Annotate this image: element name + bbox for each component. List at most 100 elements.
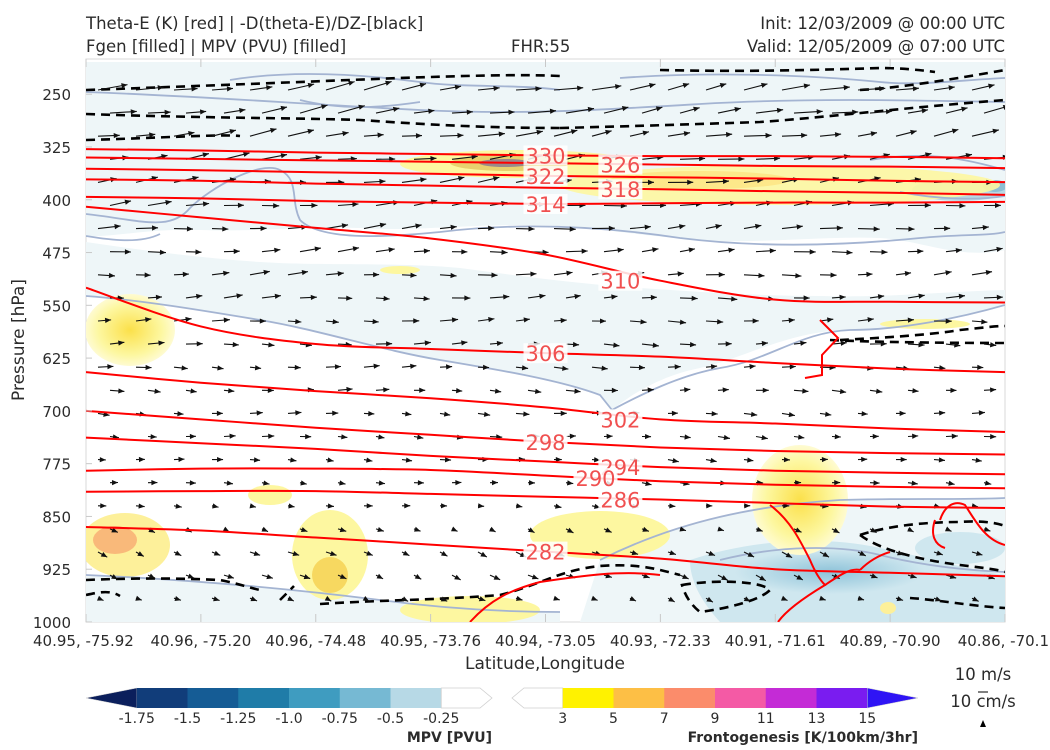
wind-vector-head — [803, 83, 811, 89]
wind-vector-head — [301, 269, 309, 276]
wind-vector-head — [581, 248, 588, 254]
wind-vector-head — [608, 225, 615, 231]
y-tick-label: 325 — [42, 139, 71, 157]
wind-vector-head — [795, 480, 802, 486]
wind-vector-head — [368, 411, 375, 417]
wind-vector-head — [652, 342, 659, 348]
wind-vector-head — [372, 318, 379, 325]
colorbar-swatch — [289, 688, 341, 708]
wind-vector-head — [725, 341, 732, 347]
wind-vector-head — [158, 340, 165, 346]
wind-vector-head — [819, 595, 826, 601]
wind-vector-head — [978, 410, 985, 416]
wind-vector-head — [217, 456, 224, 463]
wind-vector-head — [983, 526, 991, 532]
wind-vector-head — [260, 225, 267, 232]
wind-vector-head — [918, 293, 925, 299]
wind-vector-head — [185, 316, 192, 323]
wind-vector-head — [691, 295, 698, 301]
theta-e-surface-contours — [469, 319, 1005, 622]
wind-vector-head — [996, 246, 1003, 252]
wind-vector-head — [875, 388, 883, 394]
colorbar-tick-label: 5 — [609, 711, 618, 727]
wind-vector-head — [419, 82, 427, 88]
wind-vector-head — [150, 434, 157, 440]
forecast-hour: FHR:55 — [511, 37, 571, 56]
wind-vector-head — [300, 480, 307, 486]
wind-vector-head — [440, 596, 448, 602]
wind-vector-head — [684, 434, 691, 440]
wind-vector-head — [151, 480, 158, 486]
colorbar-swatch — [816, 688, 868, 708]
wind-vector-head — [684, 387, 691, 393]
wind-vector-head — [327, 503, 334, 509]
wind-vector-head — [679, 319, 687, 325]
wind-vector-head — [196, 341, 203, 347]
wind-vector-head — [195, 249, 202, 255]
theta-e-contour — [86, 371, 1005, 433]
wind-vector-head — [488, 316, 495, 323]
wind-vector-head — [809, 249, 816, 255]
wind-vector-head — [944, 225, 951, 232]
wind-vector-head — [852, 109, 859, 115]
wind-vector-head — [982, 224, 989, 231]
wind-vector-head — [669, 503, 676, 509]
wind-vector-head — [879, 86, 886, 92]
wind-vector-head — [424, 340, 431, 346]
wind-vector-head — [332, 319, 339, 325]
theta-e-label: 306 — [525, 342, 565, 366]
wind-vector-head — [451, 317, 459, 323]
wind-vector-head — [671, 410, 678, 416]
wind-vector-head — [591, 595, 598, 601]
title-line-2: Fgen [filled] | MPV (PVU) [filled] — [86, 37, 347, 56]
colorbar-swatch — [187, 688, 239, 708]
wind-vector-head — [785, 552, 793, 558]
wind-vector-head — [989, 387, 997, 393]
wind-vector-head — [254, 365, 262, 371]
wind-vector-head — [925, 152, 932, 158]
colorbar-tick-label: 15 — [858, 711, 876, 727]
wind-vector-head — [912, 86, 919, 92]
wind-vectors — [96, 80, 1005, 603]
wind-vector-head — [921, 108, 928, 114]
wind-vector-head — [339, 573, 347, 579]
wind-vector-head — [295, 318, 302, 325]
wind-vector-head — [249, 503, 256, 509]
wind-vector-head — [137, 551, 144, 557]
wind-vector-head — [752, 318, 759, 324]
wind-vector-head — [455, 480, 462, 486]
wind-vector-head — [721, 575, 728, 581]
wind-vector-head — [945, 318, 952, 324]
wind-vector-head — [688, 247, 695, 253]
wind-vector-head — [226, 86, 233, 92]
wind-vector-head — [677, 271, 684, 277]
wind-vector-head — [911, 480, 918, 486]
colorbar-swatch — [613, 688, 665, 708]
wind-vector-head — [717, 526, 724, 532]
colorbar-swatch — [867, 687, 919, 709]
wind-vector-head — [155, 294, 162, 300]
wind-vector-head — [683, 131, 691, 137]
theta-e-label-bg — [598, 409, 643, 430]
wind-vector-head — [202, 201, 210, 207]
wind-vector-head — [263, 269, 270, 275]
wind-vector-head — [682, 574, 689, 579]
wind-vector-head — [446, 364, 453, 370]
wind-vector-head — [178, 456, 185, 462]
wind-vector-head — [846, 249, 853, 256]
wind-vector-head — [796, 574, 803, 580]
wind-vector-head — [788, 317, 795, 323]
x-tick-label: 40.95, -75.92 — [33, 632, 134, 650]
wind-vector-head — [187, 573, 195, 579]
wind-vector-head — [239, 108, 246, 114]
wind-vector-head — [788, 411, 795, 418]
wind-vector-head — [761, 340, 768, 347]
wind-vector-head — [223, 317, 230, 323]
wind-vector-head — [491, 480, 498, 486]
wind-vector-head — [124, 249, 131, 255]
wind-vector-head — [253, 550, 261, 556]
wind-vector-head — [280, 105, 287, 111]
wind-vector-head — [191, 86, 198, 92]
wind-vector-head — [885, 109, 893, 115]
